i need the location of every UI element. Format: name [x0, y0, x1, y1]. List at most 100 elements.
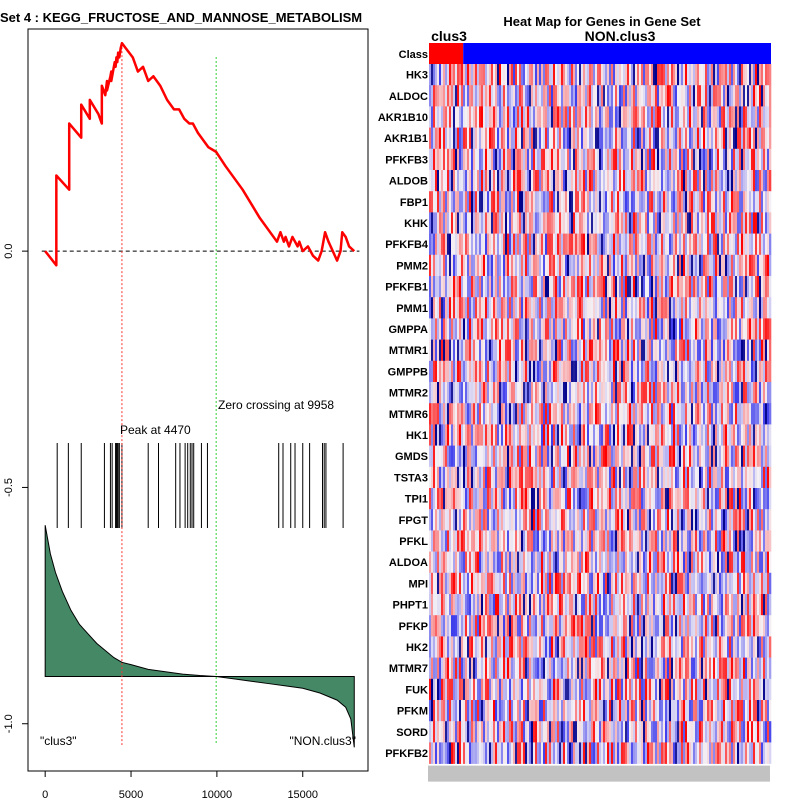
heatmap-cell: [445, 276, 448, 298]
heatmap-cell: [599, 318, 602, 340]
heatmap-cell: [665, 127, 668, 150]
heatmap-cell: [607, 551, 610, 574]
heatmap-cell: [665, 106, 668, 128]
heatmap-cell: [499, 106, 502, 128]
heatmap-cell: [589, 509, 592, 531]
heatmap-cell: [741, 233, 744, 256]
heatmap-cell: [457, 254, 460, 277]
heatmap-cell: [521, 170, 524, 192]
heatmap-cell: [697, 551, 700, 574]
heatmap-cell: [595, 212, 598, 234]
heatmap-cell: [431, 488, 434, 510]
heatmap-cell: [647, 403, 650, 425]
heatmap-cell: [733, 594, 736, 616]
heatmap-cell: [665, 318, 668, 340]
heatmap-cell: [601, 530, 604, 552]
heatmap-cell: [615, 636, 618, 658]
heatmap-cell: [601, 212, 604, 234]
heatmap-cell: [653, 127, 656, 150]
heatmap-cell: [637, 615, 640, 637]
heatmap-cell: [465, 488, 468, 510]
heatmap-cell: [655, 318, 658, 340]
heatmap-cell: [545, 403, 548, 425]
heatmap-cell: [629, 106, 632, 128]
heatmap-cell: [697, 127, 700, 150]
heatmap-cell: [749, 212, 752, 234]
heatmap-cell: [623, 657, 626, 680]
heatmap-cell: [495, 127, 498, 150]
heatmap-cell: [743, 509, 746, 531]
heatmap-cell: [559, 127, 562, 150]
heatmap-cell: [625, 297, 628, 319]
heatmap-cell: [707, 318, 710, 340]
heatmap-cell: [723, 148, 726, 171]
heatmap-cell: [659, 191, 662, 213]
heatmap-cell: [541, 509, 544, 531]
heatmap-cell: [695, 551, 698, 574]
heatmap-cell: [753, 212, 756, 234]
heatmap-cell: [499, 551, 502, 574]
heatmap-cell: [563, 276, 566, 298]
heatmap-cell: [699, 254, 702, 277]
heatmap-cell: [445, 445, 448, 468]
heatmap-cell: [469, 382, 472, 404]
heatmap-cell: [743, 254, 746, 277]
heatmap-cell: [485, 382, 488, 404]
heatmap-cell: [471, 466, 474, 489]
heatmap-cell: [457, 318, 460, 340]
heatmap-cell: [727, 403, 730, 425]
heatmap-cell: [563, 212, 566, 234]
heatmap-cell: [463, 360, 466, 383]
heatmap-cell: [497, 572, 500, 595]
heatmap-cell: [475, 445, 478, 468]
heatmap-cell: [599, 382, 602, 404]
heatmap-cell: [493, 85, 496, 107]
heatmap-cell: [467, 382, 470, 404]
heatmap-cell: [543, 233, 546, 256]
heatmap-cell: [471, 530, 474, 552]
heatmap-cell: [525, 191, 528, 213]
heatmap-cell: [691, 424, 694, 446]
heatmap-cell: [483, 276, 486, 298]
heatmap-cell: [705, 127, 708, 150]
heatmap-cell: [741, 636, 744, 658]
heatmap-cell: [659, 148, 662, 171]
heatmap-cell: [469, 148, 472, 171]
heatmap-cell: [733, 148, 736, 171]
heatmap-cell: [619, 572, 622, 595]
heatmap-cell: [541, 466, 544, 489]
heatmap-cell: [727, 254, 730, 277]
heatmap-cell: [755, 360, 758, 383]
heatmap-row: [429, 148, 772, 171]
heatmap-cell: [621, 127, 624, 150]
heatmap-cell: [597, 85, 600, 107]
heatmap-cell: [723, 509, 726, 531]
heatmap-row: [429, 445, 772, 468]
heatmap-cell: [437, 382, 440, 404]
heatmap-cell: [669, 424, 672, 446]
heatmap-cell: [645, 360, 648, 383]
heatmap-cell: [491, 657, 494, 680]
heatmap-cell: [689, 297, 692, 319]
heatmap-cell: [501, 403, 504, 425]
heatmap-cell: [695, 530, 698, 552]
heatmap-cell: [693, 233, 696, 256]
heatmap-cell: [529, 424, 532, 446]
heatmap-cell: [571, 509, 574, 531]
heatmap-cell: [759, 254, 762, 277]
heatmap-cell: [665, 572, 668, 595]
heatmap-cell: [491, 233, 494, 256]
heatmap-cell: [647, 615, 650, 637]
heatmap-cell: [491, 572, 494, 595]
heatmap-cell: [757, 191, 760, 213]
heatmap-cell: [655, 466, 658, 489]
heatmap-cell: [715, 170, 718, 192]
heatmap-cell: [521, 64, 524, 86]
heatmap-cell: [505, 382, 508, 404]
heatmap-cell: [645, 212, 648, 234]
heatmap-cell: [495, 615, 498, 637]
heatmap-cell: [611, 509, 614, 531]
heatmap-cell: [599, 170, 602, 192]
heatmap-cell: [567, 127, 570, 150]
heatmap-cell: [639, 297, 642, 319]
